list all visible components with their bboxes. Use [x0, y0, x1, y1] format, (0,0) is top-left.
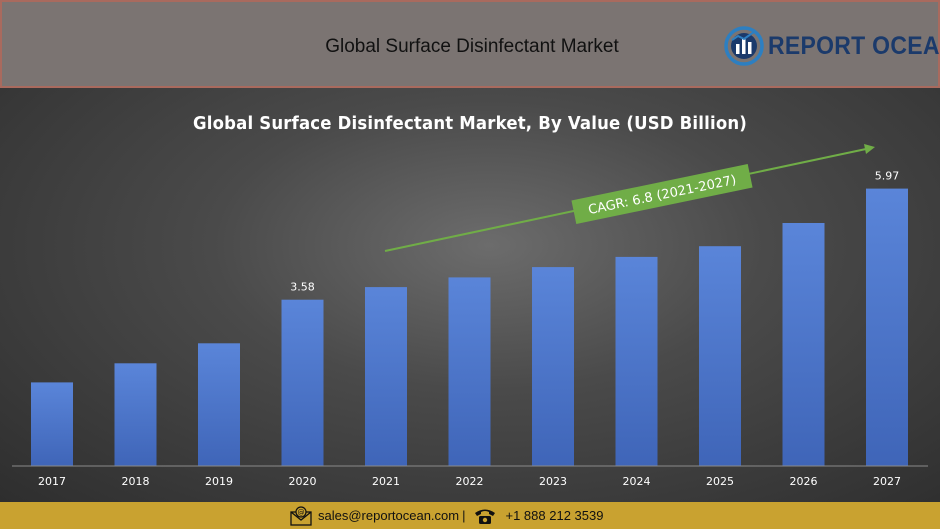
logo-text: REPORT OCEAN: [768, 31, 940, 60]
x-tick-label-2019: 2019: [205, 475, 233, 488]
x-tick-label-2017: 2017: [38, 475, 66, 488]
bar-2027: [866, 188, 908, 466]
data-label-2027: 5.97: [875, 170, 900, 183]
report-ocean-logo: REPORT OCEAN: [724, 26, 940, 66]
x-tick-label-2026: 2026: [790, 475, 818, 488]
header-title: Global Surface Disinfectant Market: [325, 36, 619, 57]
x-tick-label-2025: 2025: [706, 475, 734, 488]
bar-2018: [114, 363, 157, 466]
header-banner: Global Surface Disinfectant Market REPOR…: [0, 0, 940, 88]
report-ocean-logo-icon: [724, 26, 764, 66]
x-tick-label-2023: 2023: [539, 475, 567, 488]
bar-2024: [615, 256, 658, 466]
bar-2021: [365, 287, 407, 466]
bar-2023: [532, 267, 574, 466]
chart-title: Global Surface Disinfectant Market, By V…: [192, 113, 748, 134]
bar-2020: [281, 299, 324, 466]
email-link[interactable]: sales@reportocean.com: [318, 508, 460, 523]
x-tick-label-2024: 2024: [623, 475, 651, 488]
bar-2025: [699, 246, 741, 466]
x-tick-label-2018: 2018: [122, 475, 150, 488]
email-at-icon: @: [288, 503, 314, 528]
cagr-box: [571, 163, 753, 225]
x-tick-label-2021: 2021: [372, 475, 400, 488]
cagr-arrow-head: [864, 144, 875, 154]
telephone-icon: [472, 503, 498, 528]
contact-info: @ sales@reportocean.com | +1 888 212 353…: [288, 502, 603, 529]
data-label-2020: 3.58: [290, 281, 315, 294]
contact-separator: |: [462, 508, 466, 523]
phone-number[interactable]: +1 888 212 3539: [505, 508, 604, 523]
footer-bar: @ sales@reportocean.com | +1 888 212 353…: [0, 502, 940, 529]
x-tick-label-2020: 2020: [289, 475, 317, 488]
bar-2019: [198, 343, 240, 466]
x-tick-label-2022: 2022: [456, 475, 484, 488]
svg-text:@: @: [298, 508, 305, 516]
bar-2026: [782, 223, 825, 466]
bar-2017: [31, 382, 73, 466]
bar-2022: [448, 277, 491, 466]
x-tick-label-2027: 2027: [873, 475, 901, 488]
